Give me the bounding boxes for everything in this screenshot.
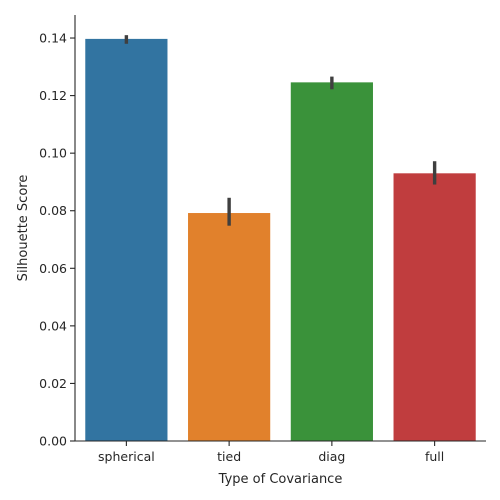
y-tick-label: 0.00: [39, 434, 67, 449]
bar-diag: [290, 82, 373, 441]
x-ticks-group: spherical tied diag full: [98, 441, 444, 464]
x-tick-label: diag: [318, 449, 345, 464]
bar-spherical: [85, 38, 168, 442]
y-tick-label: 0.06: [39, 261, 67, 276]
x-tick-label: tied: [217, 449, 241, 464]
y-ticks-group: 0.00 0.02 0.04 0.06 0.08 0.10 0.12 0.14: [39, 31, 75, 449]
y-tick-label: 0.04: [39, 318, 67, 333]
y-tick-label: 0.02: [39, 376, 67, 391]
y-tick-label: 0.12: [39, 88, 67, 103]
y-tick-label: 0.08: [39, 203, 67, 218]
bar-full: [393, 173, 476, 442]
bar-tied: [188, 213, 271, 441]
x-axis-title: Type of Covariance: [218, 472, 343, 487]
x-tick-label: spherical: [98, 449, 155, 464]
y-tick-label: 0.14: [39, 31, 67, 46]
error-bars-group: [124, 35, 437, 226]
bars-group: [85, 38, 476, 442]
x-tick-label: full: [425, 449, 444, 464]
y-tick-label: 0.10: [39, 146, 67, 161]
y-axis-title: Silhouette Score: [16, 175, 31, 282]
